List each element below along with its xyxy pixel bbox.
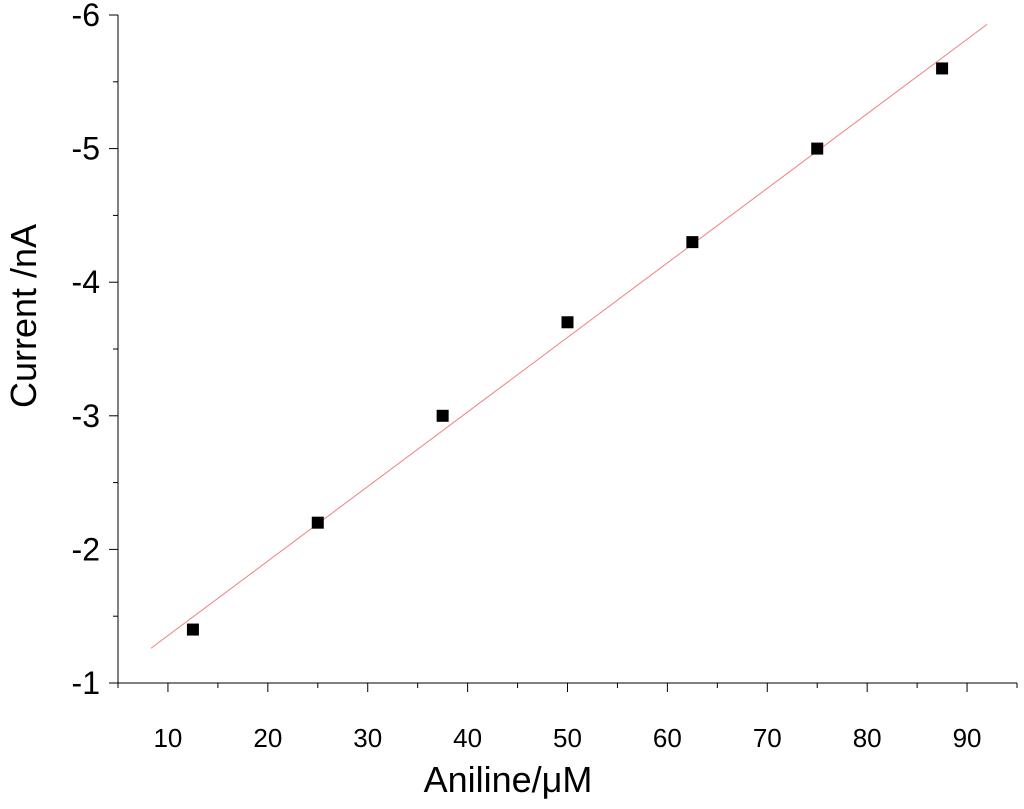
x-tick-label: 20 <box>253 723 282 753</box>
x-tick-label: 90 <box>953 723 982 753</box>
x-tick-label: 70 <box>753 723 782 753</box>
data-point <box>186 623 199 636</box>
fit-line-group <box>150 23 988 649</box>
x-tick-label: 80 <box>853 723 882 753</box>
y-tick-label: -1 <box>72 665 100 701</box>
data-point <box>936 62 949 75</box>
data-point <box>561 316 574 329</box>
y-tick-label: -2 <box>72 531 100 567</box>
x-tick-labels: 10 20 30 40 50 60 70 80 90 <box>153 723 981 753</box>
y-tick-label: -3 <box>72 398 100 434</box>
x-tick-label: 30 <box>353 723 382 753</box>
fit-line <box>150 23 988 649</box>
y-axis-title: Current /nA <box>3 224 44 408</box>
y-tick-label: -4 <box>72 264 100 300</box>
x-tick-label: 10 <box>153 723 182 753</box>
data-point <box>311 516 324 529</box>
data-point <box>686 236 699 249</box>
data-points <box>186 62 949 636</box>
axes <box>109 14 1018 692</box>
x-tick-label: 50 <box>553 723 582 753</box>
y-tick-label: -5 <box>72 131 100 167</box>
x-tick-label: 60 <box>653 723 682 753</box>
data-point <box>436 409 449 422</box>
y-tick-labels: -1 -2 -3 -4 -5 -6 <box>72 0 100 701</box>
x-axis-title: Aniline/μM <box>424 759 593 800</box>
x-tick-label: 40 <box>453 723 482 753</box>
data-point <box>811 142 824 155</box>
y-tick-label: -6 <box>72 0 100 33</box>
